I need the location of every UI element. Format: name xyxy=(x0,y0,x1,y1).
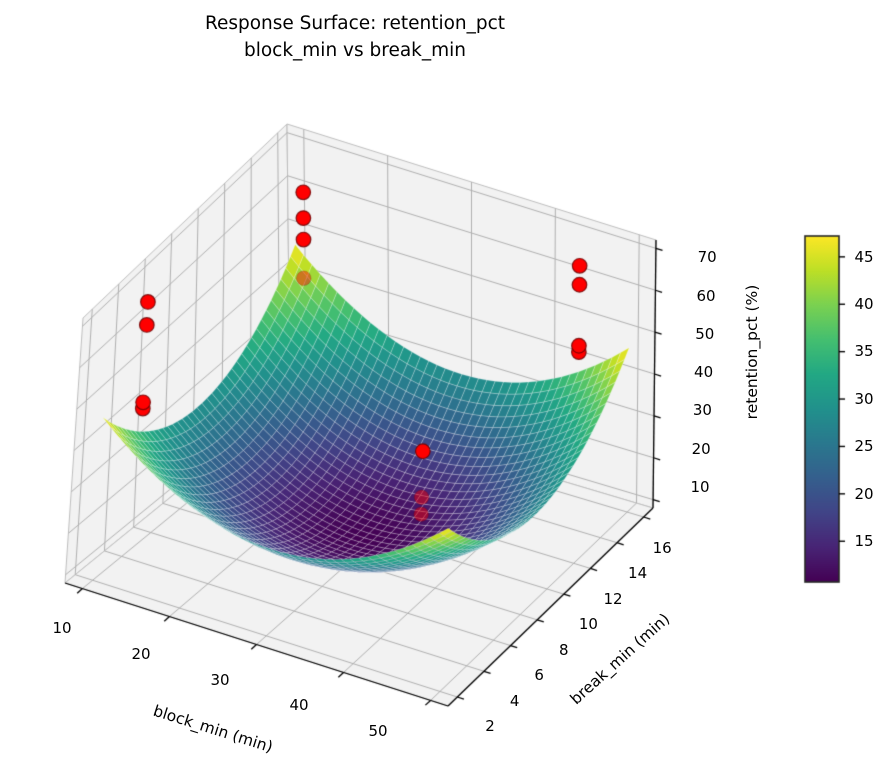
x-tick-label: 40 xyxy=(289,696,309,715)
colorbar-tick-label: 40 xyxy=(854,295,874,313)
z-tick-label: 30 xyxy=(692,401,712,420)
y-tick-label: 8 xyxy=(559,640,569,659)
chart-title-line1: Response Surface: retention_pct xyxy=(204,13,506,34)
x-tick-label: 20 xyxy=(131,644,151,663)
colorbar-tick-label: 15 xyxy=(854,532,874,550)
y-tick-label: 6 xyxy=(534,666,544,684)
chart-title: Response Surface: retention_pct block_mi… xyxy=(205,10,505,64)
y-tick-label: 10 xyxy=(578,615,598,633)
chart-title-line2: block_min vs break_min xyxy=(243,40,467,61)
y-tick-label: 14 xyxy=(628,564,648,582)
y-tick-label: 2 xyxy=(485,717,495,735)
y-tick-label: 12 xyxy=(603,589,623,608)
z-tick-label: 70 xyxy=(697,248,717,267)
colorbar-tick-label: 45 xyxy=(854,247,874,266)
colorbar-tick-label: 35 xyxy=(854,342,874,361)
z-tick-label: 50 xyxy=(695,324,715,343)
y-tick-label: 16 xyxy=(652,538,672,557)
x-tick-label: 50 xyxy=(368,722,388,741)
colorbar-tick-label: 25 xyxy=(854,437,874,456)
colorbar-tick-label: 30 xyxy=(854,389,874,408)
colorbar-tick-label: 20 xyxy=(854,484,874,503)
z-axis-label: retention_pct (%) xyxy=(743,284,761,420)
z-tick-label: 60 xyxy=(696,286,716,305)
z-tick-label: 40 xyxy=(694,363,714,382)
z-tick-label: 20 xyxy=(691,439,711,458)
x-tick-label: 10 xyxy=(52,619,72,637)
x-tick-label: 30 xyxy=(210,670,230,689)
z-tick-label: 10 xyxy=(690,478,710,496)
y-tick-label: 4 xyxy=(509,691,520,710)
